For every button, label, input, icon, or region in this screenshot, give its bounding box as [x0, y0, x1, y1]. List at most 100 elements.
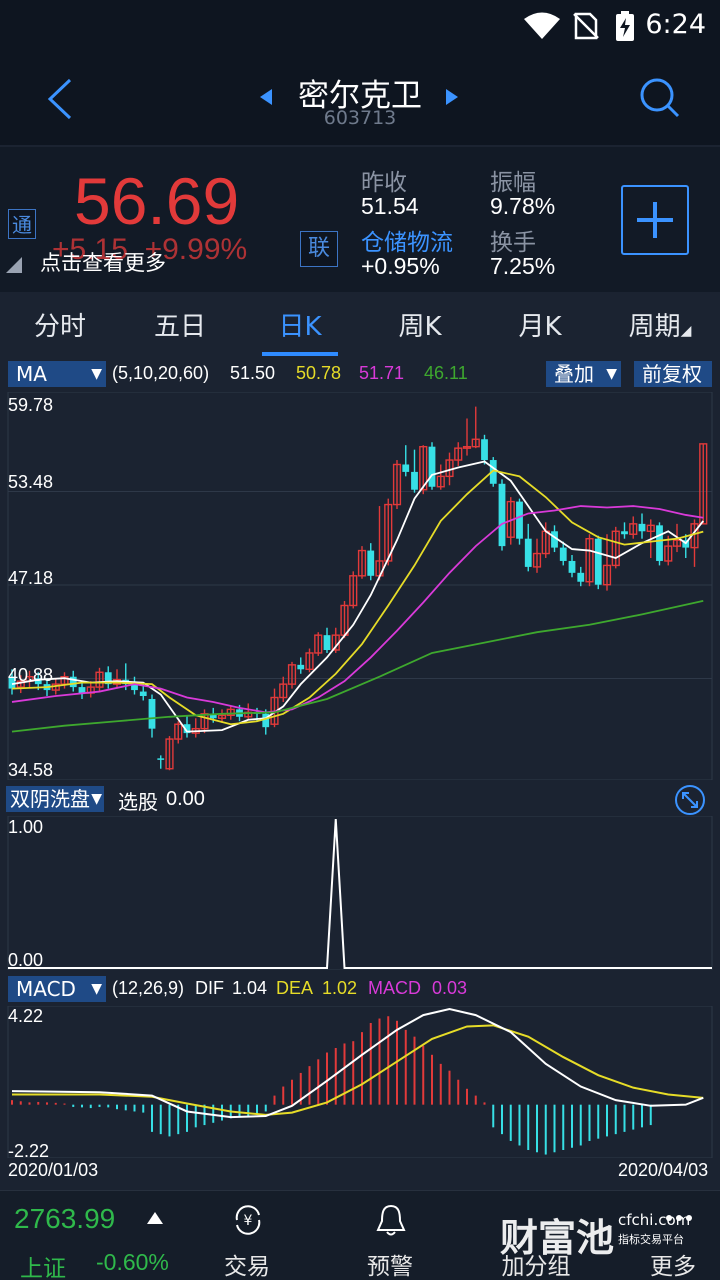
- alert-button[interactable]: 预警: [340, 1199, 440, 1280]
- status-bar: 6:24: [0, 0, 720, 52]
- tab-period[interactable]: 周期◢: [600, 306, 720, 343]
- candle-body: [139, 691, 147, 697]
- candle-body: [262, 713, 270, 728]
- candle-body: [357, 549, 367, 577]
- candle-body: [454, 447, 463, 461]
- candle-body: [664, 545, 673, 562]
- tab-daily-k[interactable]: 日K: [278, 312, 322, 342]
- candle-body: [287, 664, 297, 685]
- chart-frame: [7, 392, 713, 780]
- price-axis-tick: 59.78: [8, 395, 54, 415]
- expand-icon[interactable]: [674, 784, 706, 816]
- stock-header: 密尔克卫 603713: [0, 52, 720, 145]
- chevron-down-icon: ▼: [91, 791, 102, 807]
- candle-body: [384, 503, 393, 562]
- ma-indicator-bar: MA ▼ (5,10,20,60) 51.50 50.78 51.71 46.11…: [0, 358, 720, 390]
- candle-body: [621, 531, 628, 535]
- trade-button[interactable]: ¥ 交易: [197, 1199, 297, 1280]
- macd-value: 0.03: [432, 978, 468, 998]
- tab-intraday[interactable]: 分时: [33, 312, 86, 342]
- candle-body: [279, 683, 288, 699]
- candle-body: [699, 443, 708, 525]
- more-button[interactable]: 更多: [650, 1254, 696, 1280]
- macd-params: (12,26,9): [112, 978, 185, 998]
- candle-body: [489, 460, 497, 484]
- macd-axis-tick: 4.22: [8, 1006, 44, 1026]
- prev-close-label: 昨收: [361, 170, 407, 196]
- turnover-value: 7.25%: [490, 253, 556, 279]
- overlay-label: 叠加: [554, 362, 594, 386]
- dif-value: 1.04: [232, 978, 268, 998]
- signal-value: 0.00: [166, 788, 205, 810]
- tab-weekly-k[interactable]: 周K: [398, 312, 442, 342]
- dea-line: [12, 1024, 704, 1116]
- index-change: -0.60%: [96, 1249, 169, 1275]
- candle-body: [200, 713, 209, 730]
- candle-body: [174, 723, 183, 740]
- ma-indicator-dropdown[interactable]: MA ▼: [8, 361, 106, 387]
- ma60-value: 46.11: [424, 363, 468, 383]
- macd-indicator-dropdown[interactable]: MACD ▼: [8, 976, 106, 1002]
- candle-body: [594, 538, 602, 585]
- adjust-dropdown[interactable]: 前复权: [634, 361, 712, 387]
- prev-close-value: 51.54: [361, 193, 419, 219]
- overlay-dropdown[interactable]: 叠加 ▼: [546, 361, 621, 387]
- bottom-bar: 2763.99 上证 -0.60% ¥ 交易 预警 加分组 更多 财富池 cfc…: [0, 1190, 720, 1280]
- view-more-link[interactable]: 点击查看更多: [40, 251, 166, 275]
- ma-line-ma20: [11, 505, 704, 714]
- tab-period-label: 周期: [628, 312, 681, 342]
- chevron-down-icon: ▼: [91, 981, 102, 997]
- expand-up-icon[interactable]: [146, 1211, 164, 1225]
- candle-body: [436, 475, 445, 488]
- candle-body: [524, 538, 532, 567]
- date-end: 2020/04/03: [618, 1160, 709, 1180]
- chart-frame: [7, 816, 713, 970]
- yen-cycle-icon: ¥: [235, 1205, 261, 1235]
- lian-badge[interactable]: 联: [300, 231, 338, 267]
- tab-five-day[interactable]: 五日: [153, 312, 206, 342]
- kline-chart[interactable]: [0, 392, 720, 780]
- sector-link[interactable]: 仓储物流: [361, 230, 453, 256]
- prev-stock-icon[interactable]: [258, 88, 274, 106]
- signal-indicator-label: 双阴洗盘: [10, 787, 90, 811]
- add-watchlist-button[interactable]: [621, 185, 689, 255]
- signal-indicator-dropdown[interactable]: 双阴洗盘 ▼: [6, 786, 104, 812]
- signal-chart[interactable]: [0, 816, 720, 970]
- ma-indicator-label: MA: [16, 362, 47, 386]
- macd-chart[interactable]: [0, 1006, 720, 1158]
- next-stock-icon[interactable]: [444, 88, 460, 106]
- signal-axis-tick: 1.00: [8, 817, 44, 837]
- index-name: 上证: [20, 1256, 66, 1280]
- watermark-domain: cfchi.com: [618, 1211, 691, 1229]
- candle-body: [656, 525, 663, 561]
- price-axis-tick: 53.48: [8, 472, 54, 492]
- quote-panel[interactable]: 通 56.69 +5.15 +9.99% 点击查看更多 联 昨收 51.54 仓…: [0, 147, 720, 292]
- watermark-slogan: 指标交易平台: [618, 1233, 684, 1246]
- tong-badge[interactable]: 通: [8, 209, 36, 239]
- candle-body: [462, 445, 472, 449]
- candle-body: [183, 724, 191, 734]
- candle-body: [532, 552, 542, 568]
- price-axis-tick: 34.58: [8, 760, 54, 780]
- candle-body: [411, 471, 418, 490]
- candle-body: [226, 708, 235, 717]
- index-value[interactable]: 2763.99: [14, 1203, 116, 1234]
- candle-body: [148, 698, 156, 729]
- back-icon[interactable]: [44, 78, 76, 120]
- tab-monthly-k[interactable]: 月K: [518, 312, 562, 342]
- watermark-logo: 财富池: [500, 1216, 615, 1260]
- price-change-pct: +9.99%: [144, 233, 248, 266]
- chart-frame: [7, 1006, 713, 1158]
- search-icon[interactable]: [638, 76, 682, 120]
- candle-body: [602, 564, 612, 586]
- macd-indicator-bar: MACD ▼ (12,26,9) DIF 1.04 DEA 1.02 MACD 0…: [0, 974, 720, 1004]
- price-axis-tick: 40.88: [8, 665, 54, 685]
- amplitude-label: 振幅: [490, 170, 536, 196]
- watchlist-group-button[interactable]: 加分组: [501, 1254, 571, 1280]
- candle-body: [349, 575, 358, 607]
- candle-body: [498, 483, 506, 547]
- candle-body: [551, 531, 558, 548]
- candle-body: [428, 446, 436, 487]
- candle-body: [8, 676, 16, 689]
- amplitude-value: 9.78%: [490, 193, 556, 219]
